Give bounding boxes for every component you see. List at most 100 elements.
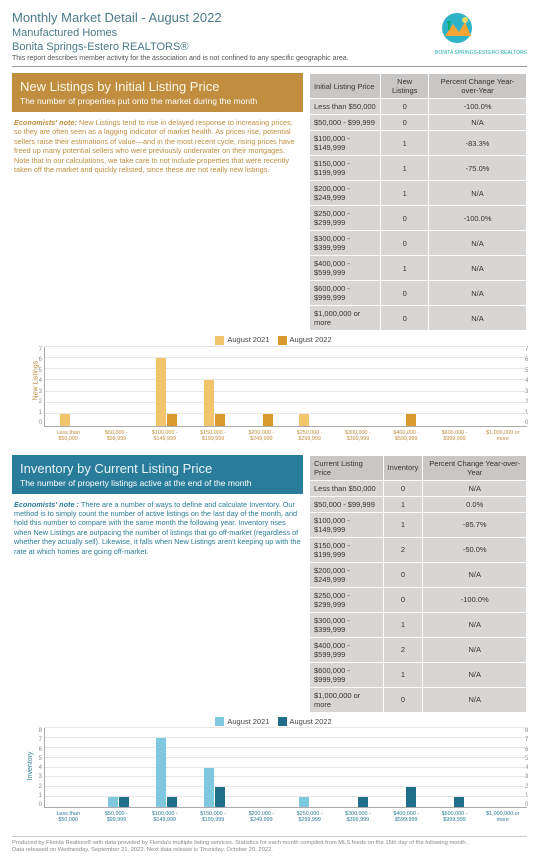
section2-chart: Inventory 012345678 012345678 Less than … [30,728,527,820]
table-row: $1,000,000 or more0N/A [310,687,527,712]
table-header: Current Listing Price [310,455,384,480]
bar-group [388,728,424,807]
section2-legend: August 2021 August 2022 [12,717,527,727]
page-title: Monthly Market Detail - August 2022 [12,10,349,25]
table-row: $50,000 - $99,99910.0% [310,496,527,512]
table-row: $150,000 - $199,9991-75.0% [310,156,527,181]
chart-bar [358,797,368,807]
table-row: $400,000 - $599,9991N/A [310,256,527,281]
table-row: $100,000 - $149,9991-83.3% [310,131,527,156]
table-row: $250,000 - $299,9990-100.0% [310,206,527,231]
bar-group [388,347,424,426]
legend-label: August 2022 [290,335,332,344]
table-row: Less than $50,0000-100.0% [310,99,527,115]
x-label: $400,000 - $599,999 [388,431,424,443]
table-row: $300,000 - $399,9990N/A [310,231,527,256]
bar-group [53,347,89,426]
legend-swatch [215,717,224,726]
x-label: $100,000 - $149,999 [147,812,183,824]
table-header: New Listings [381,74,429,99]
bar-group [149,728,185,807]
section-inventory: Inventory by Current Listing Price The n… [12,455,527,821]
logo-text: BONITA SPRINGS-ESTERO REALTORS [435,50,527,56]
legend-swatch [278,717,287,726]
section-new-listings: New Listings by Initial Listing Price Th… [12,73,527,439]
table-row: $50,000 - $99,9990N/A [310,115,527,131]
section2-title: Inventory by Current Listing Price [20,461,295,476]
x-label: $1,000,000 or more [485,812,521,824]
page-subtitle: Manufactured Homes [12,27,349,39]
chart-bar [167,414,177,425]
section1-note: Economists' note: New Listings tend to r… [12,112,303,181]
bar-group [101,347,137,426]
table-header: Percent Change Year-over-Year [429,74,527,99]
table-header: Percent Change Year-over-Year [423,455,527,480]
table-row: $200,000 - $249,9990N/A [310,562,527,587]
table-header: Initial Listing Price [310,74,381,99]
chart-bar [406,414,416,425]
page-org: Bonita Springs-Estero REALTORS® [12,41,349,53]
bar-group [149,347,185,426]
chart-bar [108,797,118,807]
x-label: $200,000 - $249,999 [243,812,279,824]
table-row: $300,000 - $399,9991N/A [310,612,527,637]
page-note: This report describes member activity fo… [12,55,349,62]
chart-bar [156,358,166,426]
x-label: $600,000 - $999,999 [436,812,472,824]
legend-label: August 2022 [290,717,332,726]
x-label: $250,000 - $299,999 [292,812,328,824]
legend-label: August 2021 [227,717,269,726]
chart-bar [406,787,416,807]
table-row: $600,000 - $999,9991N/A [310,662,527,687]
x-label: $300,000 - $399,999 [340,812,376,824]
x-label: $50,000 - $99,999 [98,812,134,824]
x-label: $600,000 - $999,999 [436,431,472,443]
x-label: $100,000 - $149,999 [147,431,183,443]
x-label: Less than $50,000 [50,812,86,824]
org-logo: BONITA SPRINGS-ESTERO REALTORS [435,10,527,56]
table-row: $250,000 - $299,9990-100.0% [310,587,527,612]
table-row: $200,000 - $249,9991N/A [310,181,527,206]
x-label: Less than $50,000 [50,431,86,443]
chart-bar [204,768,214,808]
chart-bar [156,738,166,807]
section2-note: Economists' note : There are a number of… [12,494,303,563]
table-row: $600,000 - $999,9990N/A [310,281,527,306]
x-label: $150,000 - $199,999 [195,812,231,824]
section1-legend: August 2021August 2022 [12,335,527,345]
chart-bar [119,797,129,807]
x-label: $400,000 - $599,999 [388,812,424,824]
x-label: $250,000 - $299,999 [292,431,328,443]
section1-title: New Listings by Initial Listing Price [20,79,295,94]
section1-sub: The number of properties put onto the ma… [20,96,295,106]
section1-table: Initial Listing PriceNew ListingsPercent… [309,73,527,331]
chart-bar [454,797,464,807]
chart-bar [204,380,214,425]
bar-group [196,347,232,426]
bar-group [483,728,519,807]
table-header: Inventory [383,455,423,480]
bar-group [292,347,328,426]
x-label: $200,000 - $249,999 [243,431,279,443]
legend-swatch [215,336,224,345]
report-footer: Produced by Florida Realtors® with data … [12,836,527,854]
section1-chart: New Listings 01234567 01234567 Less than… [30,347,527,439]
bar-group [244,347,280,426]
bar-group [244,728,280,807]
bar-group [101,728,137,807]
bar-group [292,728,328,807]
table-row: $150,000 - $199,9992-50.0% [310,537,527,562]
chart-bar [215,414,225,425]
legend-swatch [278,336,287,345]
report-header: Monthly Market Detail - August 2022 Manu… [12,10,527,67]
chart-bar [263,414,273,425]
table-row: $1,000,000 or more0N/A [310,306,527,331]
bar-group [435,728,471,807]
bar-group [340,728,376,807]
bar-group [483,347,519,426]
bar-group [435,347,471,426]
chart-bar [299,797,309,807]
bar-group [53,728,89,807]
section2-sub: The number of property listings active a… [20,478,295,488]
table-row: $100,000 - $149,9991-85.7% [310,512,527,537]
